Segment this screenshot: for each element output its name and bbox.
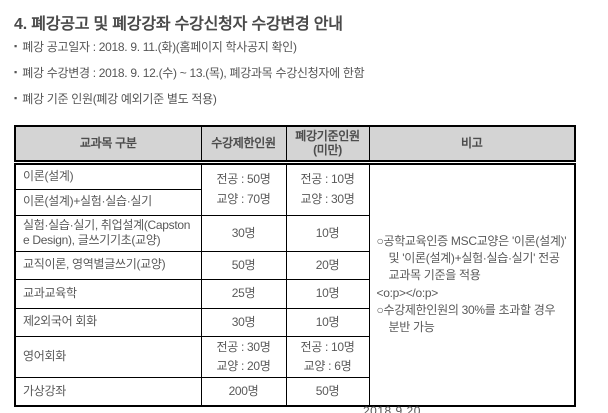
- table-row: 실험·실습·실기, 취업설계(Capstone Design), 글쓰기기초(교…: [14, 214, 575, 252]
- note-paragraph: ○공학교육인증 MSC교양은 '이론(설계)' 및 '이론(설계)+실험·실습·…: [376, 234, 567, 283]
- course-closure-table: 교과목 구분 수강제한인원 폐강기준인원 (미만) 비고 이론(설계) 전공 :…: [14, 125, 576, 407]
- subject-cell: 실험·실습·실기, 취업설계(Capstone Design), 글쓰기기초(교…: [14, 214, 202, 252]
- bullet-item-change-period: ▪ 폐강 수강변경 : 2018. 9. 12.(수) ~ 13.(목), 폐강…: [14, 65, 365, 80]
- bullet-text: 폐강 공고일자 : 2018. 9. 11.(화)(홈페이지 학사공지 확인): [22, 39, 297, 54]
- closure-cell: 10명: [285, 214, 370, 252]
- subject-cell: 이론(설계): [14, 161, 202, 190]
- bullet-square-icon: ▪: [14, 92, 18, 103]
- closure-cell: 10명: [285, 278, 370, 309]
- closure-cell-merged: 전공 : 10명 교양 : 30명: [285, 161, 370, 216]
- subject-cell: 교직이론, 영역별글쓰기(교양): [14, 250, 202, 280]
- bullet-list: ▪ 폐강 공고일자 : 2018. 9. 11.(화)(홈페이지 학사공지 확인…: [14, 39, 365, 117]
- table-row: 교직이론, 영역별글쓰기(교양) 50명 20명: [14, 250, 575, 280]
- limit-cell: 30명: [200, 214, 287, 252]
- bullet-item-announce-date: ▪ 폐강 공고일자 : 2018. 9. 11.(화)(홈페이지 학사공지 확인…: [14, 39, 364, 54]
- subject-cell: 가상강좌: [14, 377, 202, 407]
- bullet-square-icon: ▪: [14, 40, 18, 51]
- subject-cell: 교과교육학: [14, 278, 202, 309]
- limit-cell: 전공 : 30명 교양 : 20명: [200, 335, 287, 379]
- col-header-closure: 폐강기준인원 (미만): [285, 125, 370, 165]
- bullet-text: 폐강 수강변경 : 2018. 9. 12.(수) ~ 13.(목), 폐강과목…: [22, 65, 365, 80]
- closure-cell: 10명: [285, 307, 370, 337]
- limit-cell: 50명: [200, 250, 287, 280]
- closure-cell: 20명: [285, 250, 370, 280]
- table-row: 이론(설계) 전공 : 50명 교양 : 70명 전공 : 10명 교양 : 3…: [14, 161, 576, 407]
- table-row: 이론(설계)+실험·실습·실기: [14, 188, 575, 216]
- footer-date: 2018.9.20: [363, 404, 421, 413]
- subject-cell: 영어회화: [14, 335, 202, 379]
- limit-cell: 30명: [200, 307, 287, 337]
- subject-cell: 제2외국어 회화: [14, 307, 202, 337]
- limit-cell: 200명: [200, 377, 287, 407]
- table-row: 가상강좌 200명 50명: [14, 377, 575, 407]
- table-row: 영어회화 전공 : 30명 교양 : 20명 전공 : 10명 교양 : 6명: [14, 335, 575, 379]
- table-header-row: 교과목 구분 수강제한인원 폐강기준인원 (미만) 비고: [14, 125, 576, 165]
- note-paragraph: ○수강제한인원의 30%를 초과할 경우 분반 가능: [376, 302, 556, 334]
- limit-cell: 25명: [200, 278, 287, 309]
- col-header-note: 비고: [368, 125, 576, 165]
- limit-cell-merged: 전공 : 50명 교양 : 70명: [200, 161, 287, 216]
- bullet-item-criteria: ▪ 폐강 기준 인원(폐강 예외기준 별도 적용): [14, 91, 364, 106]
- col-header-limit: 수강제한인원: [200, 125, 287, 165]
- subject-cell: 이론(설계)+실험·실습·실기: [14, 188, 202, 216]
- note-cell: ○공학교육인증 MSC교양은 '이론(설계)' 및 '이론(설계)+실험·실습·…: [368, 161, 576, 407]
- bullet-text: 폐강 기준 인원(폐강 예외기준 별도 적용): [22, 91, 217, 106]
- col-header-subject: 교과목 구분: [14, 125, 202, 165]
- closure-cell: 전공 : 10명 교양 : 6명: [285, 335, 370, 379]
- closure-cell: 50명: [285, 377, 370, 407]
- bullet-square-icon: ▪: [14, 66, 18, 77]
- note-paragraph: <o:p></o:p>: [376, 285, 439, 300]
- page-title: 4. 폐강공고 및 폐강강좌 수강신청자 수강변경 안내: [14, 16, 343, 33]
